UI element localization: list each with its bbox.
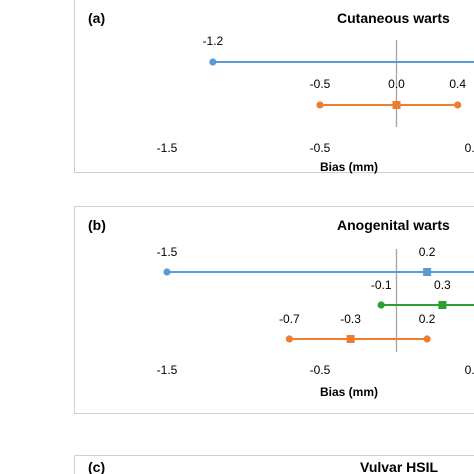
panel-title: Anogenital warts	[337, 217, 450, 233]
mean-bias-marker	[346, 335, 355, 343]
x-tick-label: -1.5	[157, 363, 178, 377]
x-axis-title: Bias (mm)	[320, 160, 378, 174]
mean-bias-marker	[392, 101, 401, 109]
panel-title: Vulvar HSIL	[360, 459, 439, 474]
upper-limit-point	[454, 101, 462, 109]
data-label-mean: -0.3	[340, 312, 361, 326]
panel-frame	[74, 0, 474, 173]
data-label-mean: 0.3	[434, 278, 451, 292]
x-tick-label: -0.5	[310, 141, 331, 155]
x-tick-label: 0.5	[465, 141, 474, 155]
x-tick-label: -0.5	[310, 363, 331, 377]
lower-limit-point	[316, 101, 324, 109]
data-label-lower: -0.5	[310, 77, 331, 91]
data-label-lower: -0.1	[371, 278, 392, 292]
lower-limit-point	[209, 58, 217, 66]
panel-frame	[74, 206, 474, 414]
lower-limit-point	[163, 268, 171, 276]
data-label-mean: 0.0	[388, 77, 405, 91]
panel-letter: (b)	[88, 217, 106, 233]
lower-limit-point	[377, 301, 385, 309]
upper-limit-point	[423, 335, 431, 343]
x-axis-title: Bias (mm)	[320, 385, 378, 399]
x-tick-label: -1.5	[157, 141, 178, 155]
data-label-upper: 0.2	[419, 312, 436, 326]
lower-limit-point	[285, 335, 293, 343]
x-tick-label: 0.5	[465, 363, 474, 377]
data-label-lower: -1.5	[157, 245, 178, 259]
panel-title: Cutaneous warts	[337, 10, 450, 26]
panel-frame	[74, 455, 474, 474]
data-label-upper: 0.4	[449, 77, 466, 91]
data-label-lower: -0.7	[279, 312, 300, 326]
data-label-lower: -1.2	[203, 34, 224, 48]
mean-bias-marker	[423, 268, 432, 276]
data-label-mean: 0.2	[419, 245, 436, 259]
mean-bias-marker	[438, 301, 447, 309]
panel-letter: (c)	[88, 459, 105, 474]
panel-letter: (a)	[88, 10, 105, 26]
